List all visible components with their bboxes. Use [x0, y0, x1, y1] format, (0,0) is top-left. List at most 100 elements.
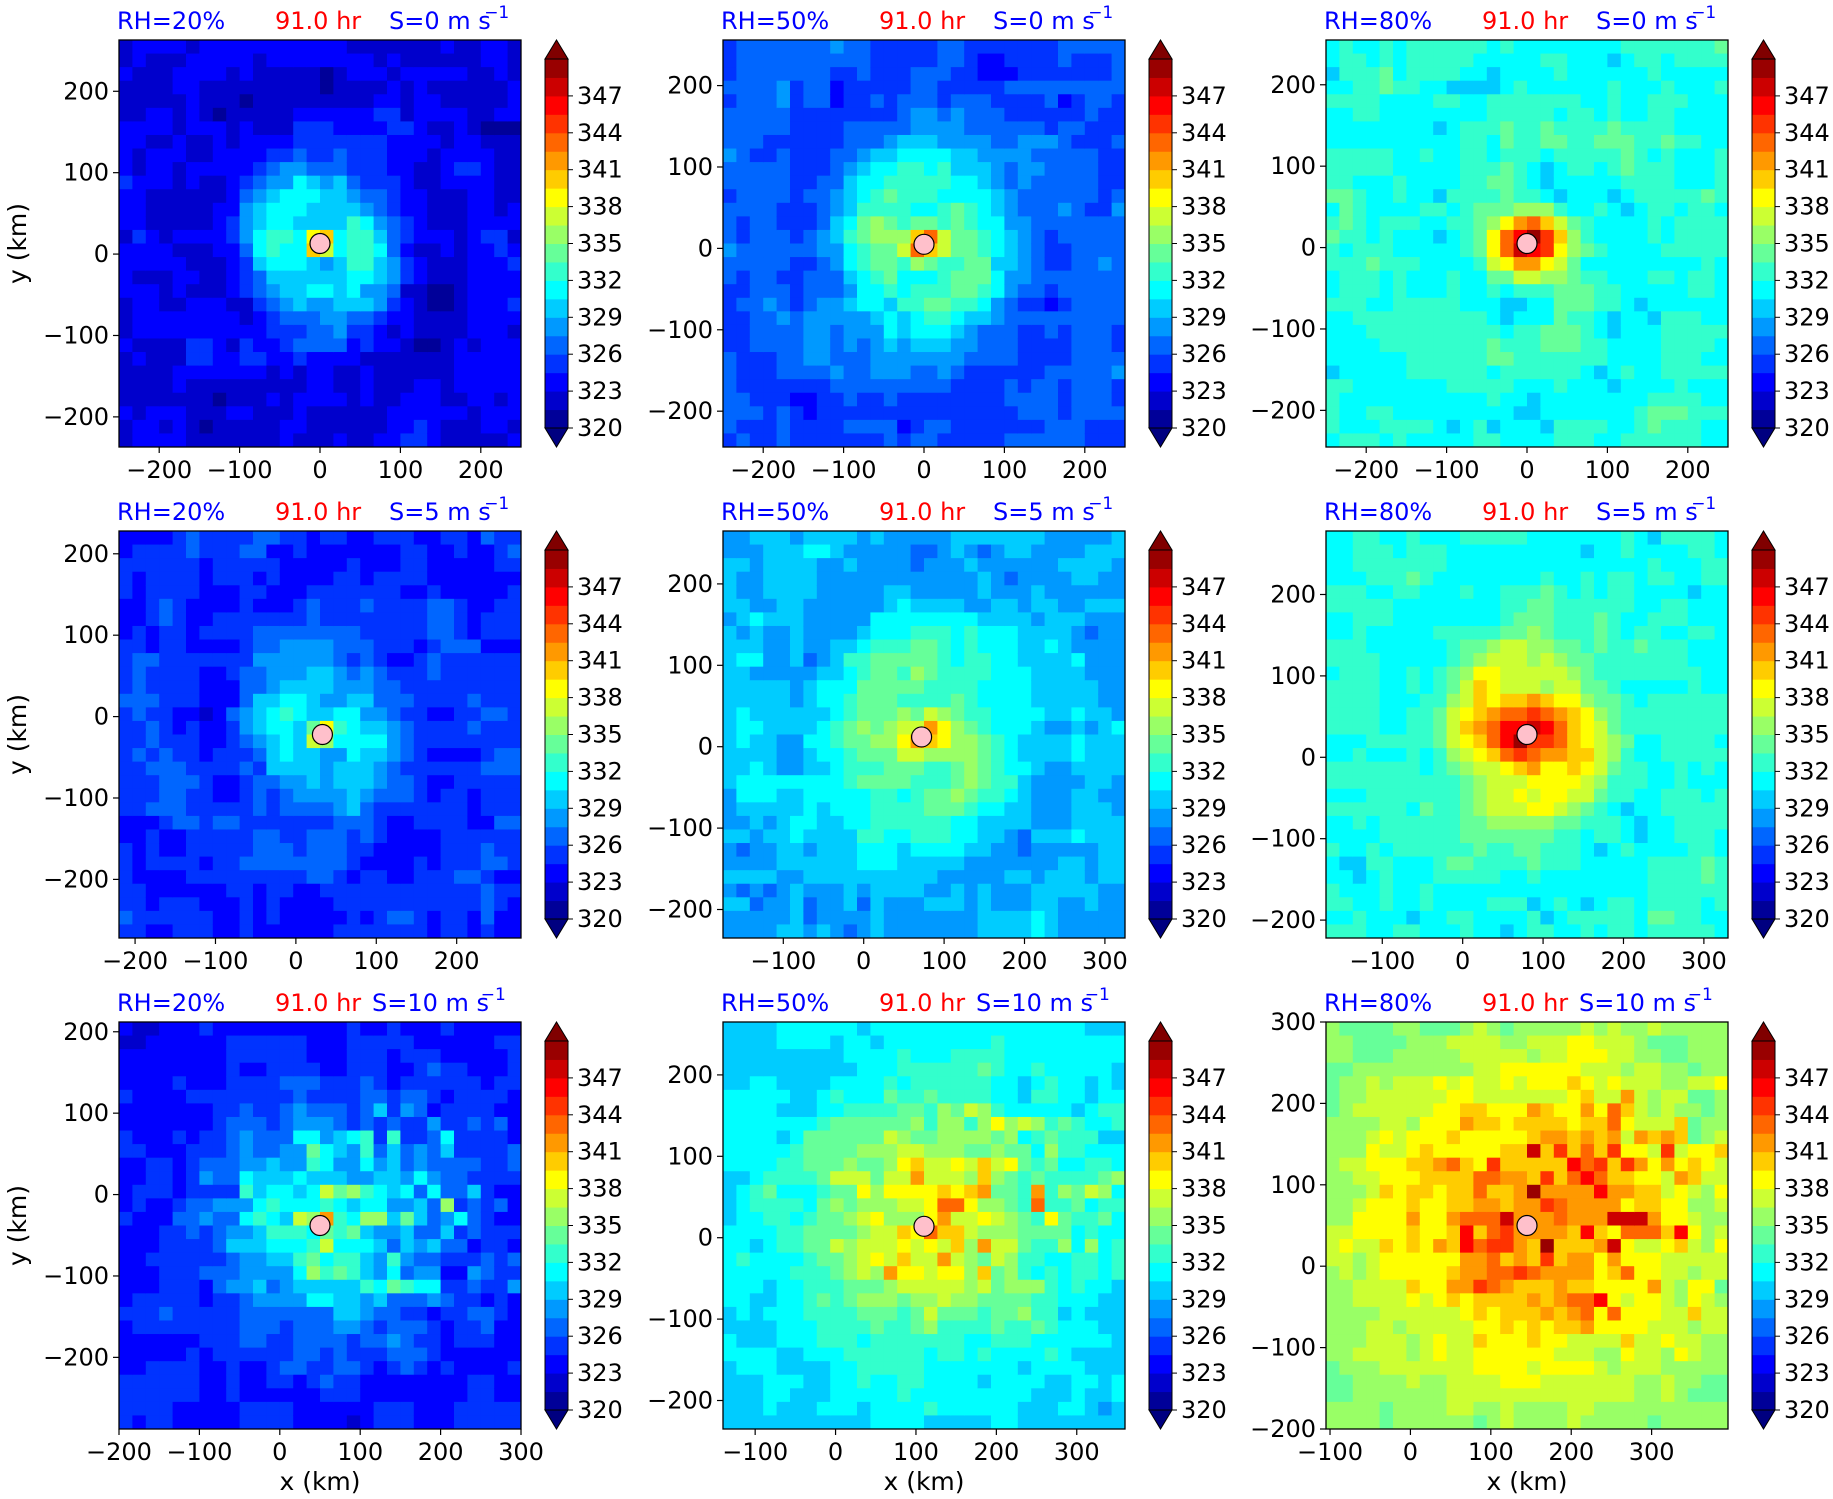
shear-label: S=0 m s — [993, 7, 1095, 35]
y-tick-label: 100 — [1270, 152, 1316, 180]
field-cell — [1553, 67, 1568, 82]
field-cell — [132, 625, 147, 641]
field-cell — [1004, 585, 1019, 600]
field-cell — [857, 338, 871, 353]
field-cell — [991, 897, 1005, 912]
field-cell — [1393, 379, 1407, 394]
field-cell — [1058, 598, 1072, 613]
field-cell — [1540, 40, 1555, 55]
field-cell — [870, 815, 885, 831]
field-cell — [507, 544, 521, 559]
field-cell — [1714, 311, 1728, 326]
field-cell — [1486, 419, 1501, 435]
field-cell — [186, 558, 200, 573]
field-cell — [736, 612, 751, 627]
field-cell — [1500, 284, 1515, 299]
field-cell — [1607, 257, 1622, 272]
field-cell — [199, 297, 214, 312]
field-cell — [1674, 121, 1689, 136]
field-cell — [400, 270, 415, 285]
field-cell — [950, 843, 965, 858]
field-cell — [1339, 843, 1354, 858]
field-cell — [387, 80, 401, 95]
field-cell — [440, 612, 455, 627]
field-cell — [749, 189, 764, 204]
field-cell — [937, 625, 952, 641]
field-cell — [119, 883, 133, 898]
field-cell — [830, 365, 845, 380]
field-cell — [480, 257, 495, 272]
field-cell — [816, 856, 831, 871]
field-cell — [172, 775, 187, 790]
field-cell — [1031, 243, 1046, 258]
field-cell — [253, 910, 267, 926]
field-cell — [897, 680, 912, 695]
field-cell — [145, 162, 160, 177]
field-cell — [910, 216, 925, 231]
field-cell — [467, 202, 482, 217]
field-cell — [937, 243, 952, 258]
colorbar-tick-label: 323 — [577, 868, 623, 896]
field-cell — [145, 433, 160, 447]
field-cell — [1071, 720, 1086, 736]
field-cell — [1406, 216, 1421, 231]
field-cell — [159, 134, 174, 150]
field-cell — [145, 175, 160, 190]
field-cell — [924, 67, 938, 82]
shear-label: S=0 m s — [389, 7, 491, 35]
field-cell — [950, 720, 965, 736]
field-cell — [413, 189, 428, 204]
field-cell — [723, 324, 737, 340]
field-cell — [1674, 338, 1689, 353]
field-cell — [843, 883, 858, 898]
field-cell — [1379, 720, 1394, 736]
field-cell — [1326, 419, 1340, 435]
field-cell — [1352, 365, 1367, 380]
field-cell — [1004, 924, 1019, 938]
field-cell — [440, 229, 455, 245]
field-cell — [883, 148, 898, 163]
field-cell — [440, 680, 455, 695]
field-cell — [1379, 352, 1394, 367]
field-cell — [723, 243, 737, 258]
field-cell — [454, 910, 468, 926]
field-cell — [293, 433, 308, 447]
field-cell — [1379, 585, 1394, 600]
field-cell — [266, 406, 281, 421]
field-cell — [507, 639, 521, 654]
field-cell — [279, 216, 294, 231]
field-cell — [373, 720, 388, 736]
field-cell — [1111, 311, 1125, 326]
field-cell — [1017, 612, 1032, 627]
field-cell — [199, 94, 214, 109]
field-cell — [1071, 558, 1086, 573]
colorbar-level — [1752, 280, 1775, 300]
field-cell — [924, 53, 938, 68]
field-cell — [212, 175, 227, 190]
field-cell — [763, 216, 778, 231]
field-cell — [199, 666, 214, 681]
colorbar-tick-label: 347 — [577, 573, 623, 601]
field-cell — [212, 693, 227, 708]
field-cell — [790, 531, 804, 546]
field-cell — [186, 53, 200, 68]
field-cell — [776, 148, 791, 163]
field-cell — [454, 352, 468, 367]
field-cell — [1339, 80, 1354, 95]
field-cell — [1567, 284, 1582, 299]
field-cell — [199, 216, 214, 231]
field-cell — [1419, 324, 1434, 340]
field-cell — [1071, 175, 1086, 190]
field-cell — [279, 666, 294, 681]
field-cell — [950, 761, 965, 776]
field-cell — [454, 788, 468, 803]
field-cell — [440, 788, 455, 803]
field-cell — [387, 788, 401, 803]
field-cell — [1111, 856, 1125, 871]
field-cell — [803, 585, 818, 600]
field-cell — [239, 707, 254, 722]
field-cell — [1620, 379, 1635, 394]
field-cell — [883, 67, 898, 82]
field-cell — [253, 856, 267, 871]
field-cell — [1580, 202, 1595, 217]
